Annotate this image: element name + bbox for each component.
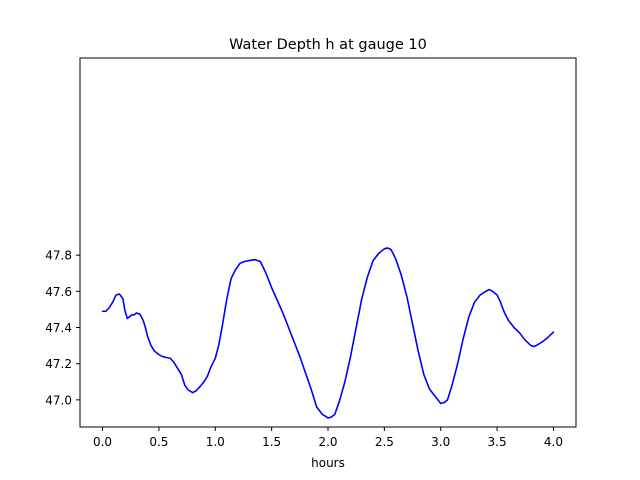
y-tick-label: 47.8 [45,249,72,263]
x-tick-label: 4.0 [544,435,563,449]
x-tick-label: 1.5 [262,435,281,449]
chart-title: Water Depth h at gauge 10 [229,37,427,53]
y-tick-label: 47.4 [45,321,72,335]
x-axis-label: hours [311,456,345,470]
x-axis-ticks: 0.0 0.5 1.0 1.5 2.0 2.5 3.0 3.5 4.0 [93,427,563,449]
x-tick-label: 2.5 [375,435,394,449]
y-axis-ticks: 47.0 47.2 47.4 47.6 47.8 [45,249,80,407]
y-tick-label: 47.6 [45,285,72,299]
x-tick-label: 3.5 [488,435,507,449]
x-tick-label: 0.5 [149,435,168,449]
plot-frame [79,57,577,428]
x-tick-label: 3.0 [431,435,450,449]
series-line [101,247,555,419]
y-tick-label: 47.2 [45,357,72,371]
x-tick-label: 2.0 [318,435,337,449]
plot-area [101,247,555,419]
x-tick-label: 0.0 [93,435,112,449]
x-tick-label: 1.0 [206,435,225,449]
y-tick-label: 47.0 [45,393,72,407]
